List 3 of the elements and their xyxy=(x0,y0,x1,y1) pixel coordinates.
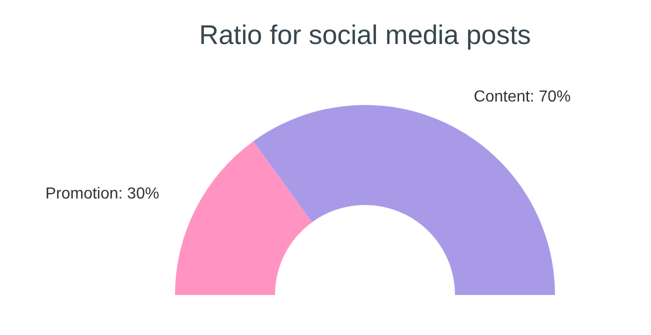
slice-label: Content: 70% xyxy=(474,88,571,106)
chart-title: Ratio for social media posts xyxy=(199,20,531,50)
slice-label: Promotion: 30% xyxy=(45,185,160,202)
